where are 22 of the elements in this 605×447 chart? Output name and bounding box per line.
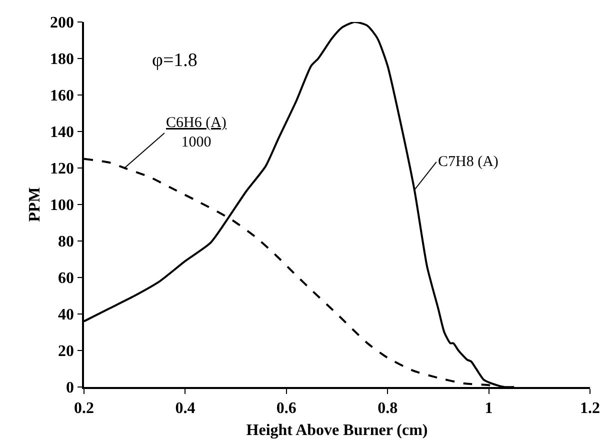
x-tick-label: 0.6 (276, 400, 296, 417)
series-label: C7H8 (A) (438, 154, 498, 170)
y-tick-label: 120 (50, 160, 74, 178)
x-tick-label: 1 (484, 400, 493, 417)
y-tick-label: 100 (50, 197, 74, 214)
y-tick-label: 20 (58, 343, 74, 360)
y-tick-label: 140 (50, 124, 74, 142)
x-tick-label: 0.4 (175, 400, 196, 417)
y-axis-title: PPM (26, 187, 44, 222)
x-tick-label: 1.2 (580, 400, 600, 417)
y-tick-label: 40 (58, 306, 74, 324)
text: C6H6 (A) 1000 (166, 115, 226, 150)
y-tick-label: 60 (58, 270, 74, 288)
y-tick-label: 160 (50, 88, 74, 105)
x-tick-label: 0.2 (74, 400, 94, 417)
y-tick-label: 0 (66, 380, 74, 397)
y-tick-label: 200 (50, 14, 74, 32)
x-tick-label: 0.8 (378, 400, 398, 417)
x-axis-title: Height Above Burner (cm) (246, 422, 428, 440)
y-tick-label: 80 (58, 234, 74, 251)
annotation: φ=1.8 (152, 50, 198, 71)
y-tick-label: 180 (50, 51, 74, 68)
